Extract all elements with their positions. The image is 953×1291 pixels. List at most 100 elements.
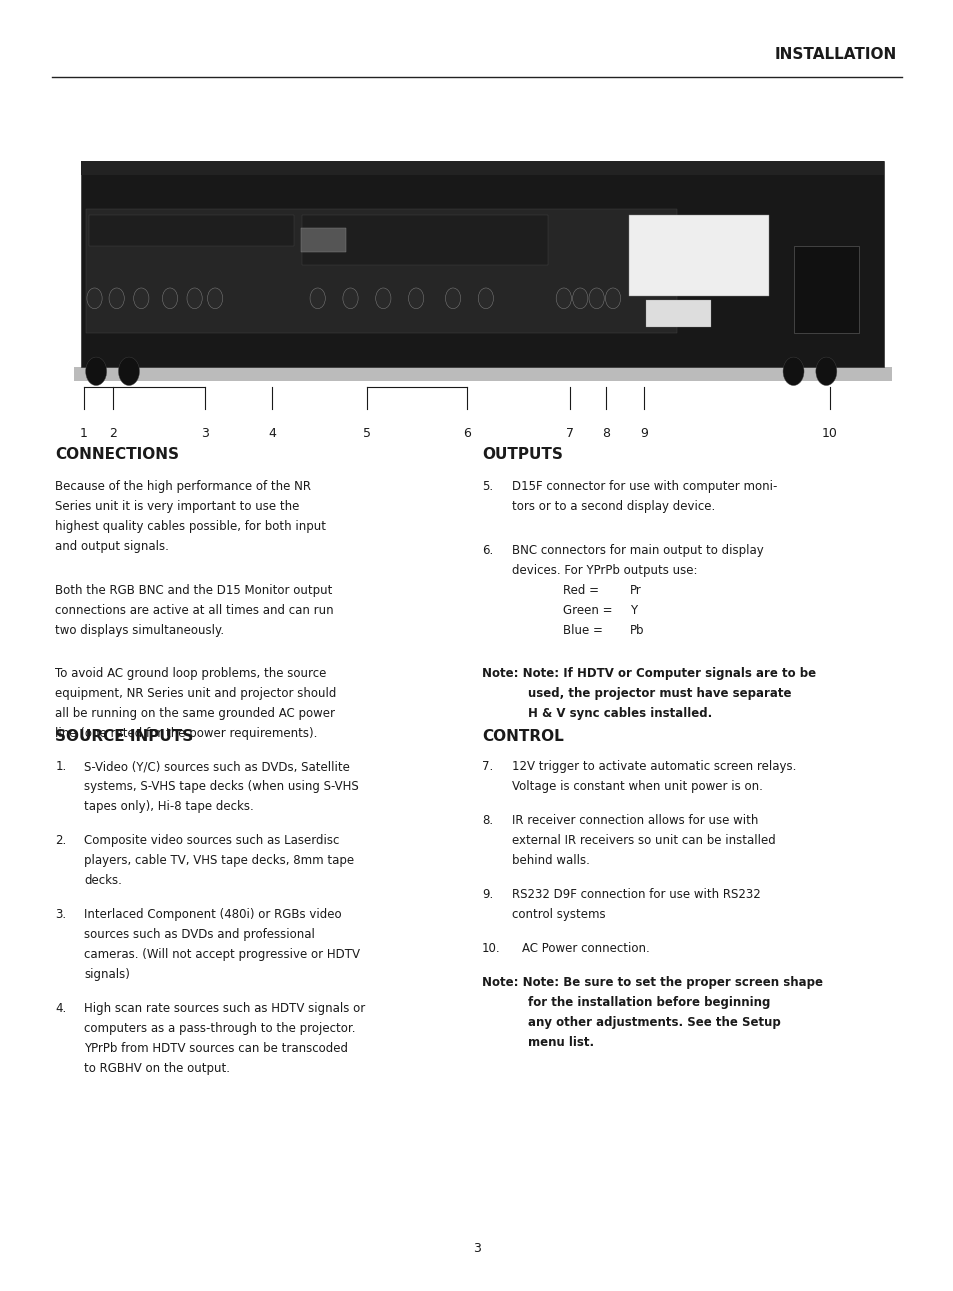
Text: 10: 10 xyxy=(821,427,837,440)
Text: 3.: 3. xyxy=(55,909,67,922)
Text: two displays simultaneously.: two displays simultaneously. xyxy=(55,624,224,636)
Bar xyxy=(301,227,346,252)
Text: 2.: 2. xyxy=(55,834,67,847)
Text: CONNECTIONS: CONNECTIONS xyxy=(55,447,179,462)
Text: signals): signals) xyxy=(84,968,130,981)
Circle shape xyxy=(118,358,139,386)
Text: tors or to a second display device.: tors or to a second display device. xyxy=(512,500,715,514)
Circle shape xyxy=(86,358,107,386)
Text: OUTPUTS: OUTPUTS xyxy=(481,447,562,462)
Bar xyxy=(645,300,711,327)
Text: D15F connector for use with computer moni-: D15F connector for use with computer mon… xyxy=(512,480,777,493)
Text: Series unit it is very important to use the: Series unit it is very important to use … xyxy=(55,500,299,514)
Bar xyxy=(81,161,883,176)
Text: 7: 7 xyxy=(566,427,574,440)
Bar xyxy=(74,367,891,381)
Bar xyxy=(302,216,548,265)
Text: systems, S-VHS tape decks (when using S-VHS: systems, S-VHS tape decks (when using S-… xyxy=(84,780,358,794)
Text: Both the RGB BNC and the D15 Monitor output: Both the RGB BNC and the D15 Monitor out… xyxy=(55,584,333,596)
Text: 3: 3 xyxy=(201,427,209,440)
Text: menu list.: menu list. xyxy=(527,1037,593,1050)
Circle shape xyxy=(375,288,391,309)
Text: 4: 4 xyxy=(268,427,275,440)
Text: decks.: decks. xyxy=(84,874,122,887)
Circle shape xyxy=(109,288,124,309)
Text: INSTALLATION: INSTALLATION xyxy=(774,46,896,62)
Text: 3: 3 xyxy=(473,1242,480,1255)
Circle shape xyxy=(187,288,202,309)
Circle shape xyxy=(162,288,177,309)
Text: Pb: Pb xyxy=(629,624,643,636)
Text: 12V trigger to activate automatic screen relays.: 12V trigger to activate automatic screen… xyxy=(512,760,796,773)
Text: 7.: 7. xyxy=(481,760,493,773)
Text: 2: 2 xyxy=(109,427,116,440)
Circle shape xyxy=(588,288,603,309)
Text: 1: 1 xyxy=(80,427,88,440)
Circle shape xyxy=(408,288,423,309)
Circle shape xyxy=(310,288,325,309)
Circle shape xyxy=(87,288,102,309)
Text: highest quality cables possible, for both input: highest quality cables possible, for bot… xyxy=(55,520,326,533)
Text: AC Power connection.: AC Power connection. xyxy=(521,942,649,955)
Circle shape xyxy=(207,288,222,309)
Text: for the installation before beginning: for the installation before beginning xyxy=(527,997,769,1010)
Text: players, cable TV, VHS tape decks, 8mm tape: players, cable TV, VHS tape decks, 8mm t… xyxy=(84,855,354,868)
Text: YPrPb from HDTV sources can be transcoded: YPrPb from HDTV sources can be transcode… xyxy=(84,1042,348,1055)
Text: used, the projector must have separate: used, the projector must have separate xyxy=(527,687,790,700)
Text: RS232 D9F connection for use with RS232: RS232 D9F connection for use with RS232 xyxy=(512,888,760,901)
Text: external IR receivers so unit can be installed: external IR receivers so unit can be ins… xyxy=(512,834,775,847)
Text: sources such as DVDs and professional: sources such as DVDs and professional xyxy=(84,928,314,941)
Circle shape xyxy=(477,288,493,309)
Text: SOURCE INPUTS: SOURCE INPUTS xyxy=(55,729,193,745)
Text: computers as a pass-through to the projector.: computers as a pass-through to the proje… xyxy=(84,1022,355,1035)
Text: 5: 5 xyxy=(363,427,371,440)
Text: Pr: Pr xyxy=(629,584,640,596)
Text: to RGBHV on the output.: to RGBHV on the output. xyxy=(84,1062,230,1075)
Text: all be running on the same grounded AC power: all be running on the same grounded AC p… xyxy=(55,706,335,720)
Text: BNC connectors for main output to display: BNC connectors for main output to displa… xyxy=(512,544,763,556)
Text: and output signals.: and output signals. xyxy=(55,540,169,554)
Bar xyxy=(86,209,676,333)
Bar xyxy=(793,247,859,333)
Text: Note: Note: Be sure to set the proper screen shape: Note: Note: Be sure to set the proper sc… xyxy=(481,976,821,989)
Text: Green =: Green = xyxy=(562,603,612,617)
Text: Blue =: Blue = xyxy=(562,624,602,636)
Text: control systems: control systems xyxy=(512,909,605,922)
Text: 9: 9 xyxy=(639,427,647,440)
Bar xyxy=(89,216,294,247)
Circle shape xyxy=(445,288,460,309)
Text: 6: 6 xyxy=(463,427,471,440)
Text: any other adjustments. See the Setup: any other adjustments. See the Setup xyxy=(527,1016,780,1029)
Bar xyxy=(629,216,768,296)
Text: 5.: 5. xyxy=(481,480,493,493)
Text: S-Video (Y/C) sources such as DVDs, Satellite: S-Video (Y/C) sources such as DVDs, Sate… xyxy=(84,760,350,773)
Text: High scan rate sources such as HDTV signals or: High scan rate sources such as HDTV sign… xyxy=(84,1002,365,1015)
Text: 4.: 4. xyxy=(55,1002,67,1015)
Circle shape xyxy=(342,288,357,309)
Text: 8: 8 xyxy=(601,427,609,440)
Text: Interlaced Component (480i) or RGBs video: Interlaced Component (480i) or RGBs vide… xyxy=(84,909,341,922)
Text: IR receiver connection allows for use with: IR receiver connection allows for use wi… xyxy=(512,815,758,828)
Circle shape xyxy=(782,358,803,386)
Circle shape xyxy=(572,288,587,309)
Text: equipment, NR Series unit and projector should: equipment, NR Series unit and projector … xyxy=(55,687,336,700)
Text: Voltage is constant when unit power is on.: Voltage is constant when unit power is o… xyxy=(512,780,762,794)
Text: 6.: 6. xyxy=(481,544,493,556)
Text: behind walls.: behind walls. xyxy=(512,855,590,868)
Text: 9.: 9. xyxy=(481,888,493,901)
Text: 10.: 10. xyxy=(481,942,500,955)
Circle shape xyxy=(133,288,149,309)
Text: Note: Note: If HDTV or Computer signals are to be: Note: Note: If HDTV or Computer signals … xyxy=(481,666,815,680)
Text: 1.: 1. xyxy=(55,760,67,773)
Text: connections are active at all times and can run: connections are active at all times and … xyxy=(55,603,334,617)
Text: Y: Y xyxy=(629,603,636,617)
Circle shape xyxy=(605,288,620,309)
Text: Red =: Red = xyxy=(562,584,598,596)
Text: cameras. (Will not accept progressive or HDTV: cameras. (Will not accept progressive or… xyxy=(84,949,359,962)
Circle shape xyxy=(815,358,836,386)
Text: CONTROL: CONTROL xyxy=(481,729,563,745)
Bar xyxy=(81,161,883,367)
Text: H & V sync cables installed.: H & V sync cables installed. xyxy=(527,706,711,720)
Text: Composite video sources such as Laserdisc: Composite video sources such as Laserdis… xyxy=(84,834,339,847)
Text: line (one rated for the power requirements).: line (one rated for the power requiremen… xyxy=(55,727,317,740)
